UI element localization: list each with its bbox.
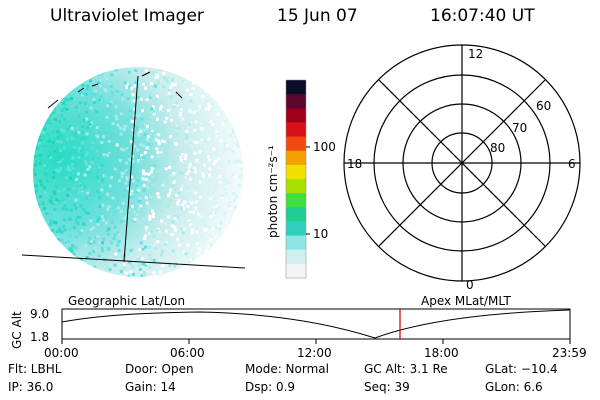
colorbar-band bbox=[286, 136, 306, 152]
timeline-x-tick-0000: 00:00 bbox=[44, 346, 79, 360]
colorbar-band bbox=[286, 193, 306, 208]
timeline-y-tick-1.8: 1.8 bbox=[30, 330, 49, 344]
status-glat: GLat: −10.4 bbox=[485, 362, 558, 376]
status-glon: GLon: 6.6 bbox=[485, 380, 543, 394]
colorbar-band bbox=[286, 80, 306, 95]
colorbar-band bbox=[286, 179, 306, 194]
earth-equator-line bbox=[21, 254, 246, 269]
colorbar-band bbox=[286, 249, 306, 265]
polar-diagonal-2 bbox=[378, 79, 546, 247]
timeline-x-tick-1800: 18:00 bbox=[424, 346, 459, 360]
polar-plot bbox=[343, 44, 581, 282]
colorbar-band bbox=[286, 108, 306, 123]
status-filter: Flt: LBHL bbox=[8, 362, 62, 376]
earth-limb-arc bbox=[47, 71, 183, 109]
colorbar-band bbox=[286, 164, 306, 180]
status-gc-alt: GC Alt: 3.1 Re bbox=[364, 362, 448, 376]
status-seq: Seq: 39 bbox=[364, 380, 410, 394]
colorbar-tick-label-10: 10 bbox=[313, 227, 328, 241]
status-gain: Gain: 14 bbox=[125, 380, 176, 394]
polar-lat-label-70: 70 bbox=[512, 121, 527, 135]
timeline-right-label: Apex MLat/MLT bbox=[421, 294, 511, 308]
time-label: 16:07:40 UT bbox=[430, 6, 535, 26]
earth-meridian-line bbox=[123, 75, 139, 263]
colorbar-band bbox=[286, 263, 306, 279]
polar-lat-label-60: 60 bbox=[536, 99, 551, 113]
status-dsp: Dsp: 0.9 bbox=[245, 380, 296, 394]
colorbar-band bbox=[286, 235, 306, 251]
polar-label-6: 6 bbox=[568, 157, 576, 171]
polar-label-12: 12 bbox=[468, 47, 483, 61]
timeline-left-label: Geographic Lat/Lon bbox=[68, 294, 185, 308]
earth-disk-image bbox=[33, 67, 243, 277]
timeline-y-tick-9: 9.0 bbox=[30, 307, 49, 321]
colorbar-band bbox=[286, 122, 306, 138]
colorbar-unit-label: photon cm⁻²s⁻¹ bbox=[266, 145, 280, 238]
timeline-y-axis-label: GC Alt bbox=[10, 311, 24, 349]
status-door: Door: Open bbox=[125, 362, 194, 376]
polar-label-18: 18 bbox=[347, 157, 362, 171]
colorbar-band bbox=[286, 150, 306, 166]
colorbar-tick-label-100: 100 bbox=[313, 140, 336, 154]
colorbar-band bbox=[286, 207, 306, 222]
timeline-x-tick-0600: 06:00 bbox=[170, 346, 205, 360]
colorbar-band bbox=[286, 221, 306, 237]
timeline-x-ticks bbox=[61, 339, 571, 344]
timeline-altitude-curve bbox=[61, 309, 571, 339]
timeline-x-tick-2359: 23:59 bbox=[552, 346, 587, 360]
polar-label-0: 0 bbox=[466, 278, 474, 292]
polar-lat-label-80: 80 bbox=[490, 141, 505, 155]
colorbar-band bbox=[286, 94, 306, 109]
colorbar bbox=[286, 80, 306, 279]
status-mode: Mode: Normal bbox=[245, 362, 329, 376]
instrument-title: Ultraviolet Imager bbox=[50, 6, 204, 26]
date-label: 15 Jun 07 bbox=[277, 6, 358, 26]
status-ip: IP: 36.0 bbox=[8, 380, 54, 394]
timeline-x-tick-1200: 12:00 bbox=[297, 346, 332, 360]
colorbar-frame bbox=[285, 79, 307, 279]
